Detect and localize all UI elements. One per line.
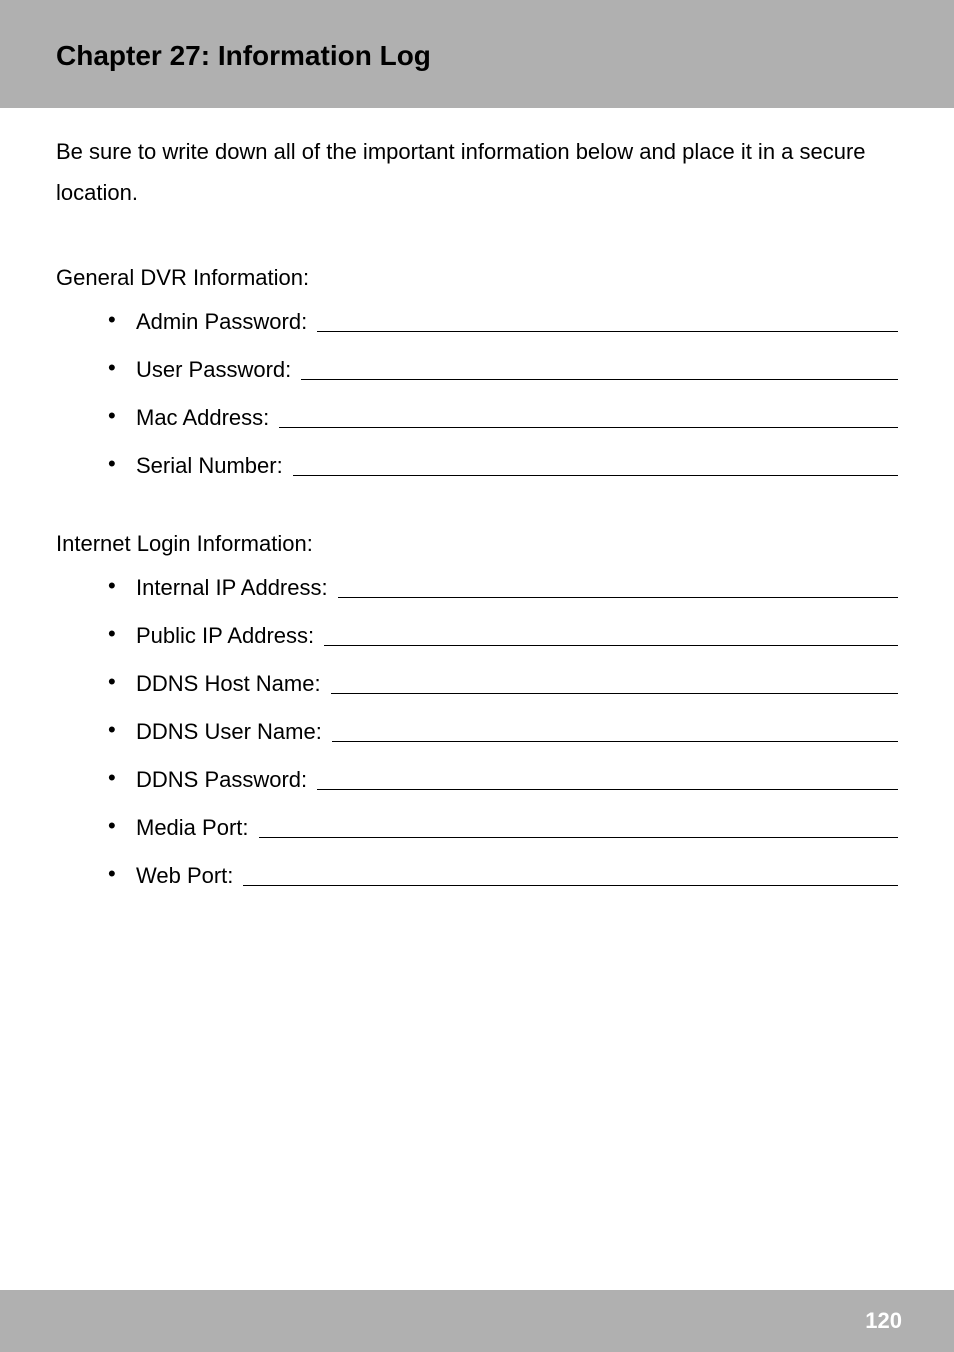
blank-line bbox=[332, 741, 898, 742]
list-item: • DDNS User Name: bbox=[108, 719, 898, 745]
field-label: Serial Number: bbox=[136, 453, 293, 479]
field-label: Media Port: bbox=[136, 815, 259, 841]
blank-line bbox=[259, 837, 899, 838]
bullet-icon: • bbox=[108, 623, 136, 645]
bullet-icon: • bbox=[108, 405, 136, 427]
bullet-icon: • bbox=[108, 815, 136, 837]
bullet-icon: • bbox=[108, 357, 136, 379]
field-list-internet: • Internal IP Address: • Public IP Addre… bbox=[108, 575, 898, 889]
bullet-icon: • bbox=[108, 309, 136, 331]
page-number: 120 bbox=[865, 1308, 902, 1334]
footer-band: 120 bbox=[0, 1290, 954, 1352]
list-item: • DDNS Password: bbox=[108, 767, 898, 793]
blank-line bbox=[279, 427, 898, 428]
field-list-general: • Admin Password: • User Password: • Mac… bbox=[108, 309, 898, 479]
blank-line bbox=[324, 645, 898, 646]
blank-line bbox=[317, 789, 898, 790]
bullet-icon: • bbox=[108, 453, 136, 475]
field-label: Internal IP Address: bbox=[136, 575, 338, 601]
field-label: Web Port: bbox=[136, 863, 243, 889]
bullet-icon: • bbox=[108, 671, 136, 693]
header-band: Chapter 27: Information Log bbox=[0, 0, 954, 108]
bullet-icon: • bbox=[108, 767, 136, 789]
list-item: • User Password: bbox=[108, 357, 898, 383]
list-item: • Public IP Address: bbox=[108, 623, 898, 649]
list-item: • Mac Address: bbox=[108, 405, 898, 431]
page-container: Chapter 27: Information Log Be sure to w… bbox=[0, 0, 954, 1352]
field-label: Mac Address: bbox=[136, 405, 279, 431]
blank-line bbox=[243, 885, 898, 886]
intro-text: Be sure to write down all of the importa… bbox=[56, 132, 898, 213]
section-general: General DVR Information: • Admin Passwor… bbox=[56, 265, 898, 479]
list-item: • DDNS Host Name: bbox=[108, 671, 898, 697]
chapter-title: Chapter 27: Information Log bbox=[56, 40, 898, 72]
field-label: Public IP Address: bbox=[136, 623, 324, 649]
list-item: • Admin Password: bbox=[108, 309, 898, 335]
section-heading: Internet Login Information: bbox=[56, 531, 898, 557]
field-label: User Password: bbox=[136, 357, 301, 383]
section-heading: General DVR Information: bbox=[56, 265, 898, 291]
bullet-icon: • bbox=[108, 575, 136, 597]
blank-line bbox=[293, 475, 898, 476]
blank-line bbox=[317, 331, 898, 332]
field-label: DDNS Host Name: bbox=[136, 671, 331, 697]
section-internet: Internet Login Information: • Internal I… bbox=[56, 531, 898, 889]
list-item: • Web Port: bbox=[108, 863, 898, 889]
blank-line bbox=[301, 379, 898, 380]
blank-line bbox=[331, 693, 898, 694]
bullet-icon: • bbox=[108, 863, 136, 885]
list-item: • Media Port: bbox=[108, 815, 898, 841]
blank-line bbox=[338, 597, 898, 598]
field-label: DDNS Password: bbox=[136, 767, 317, 793]
bullet-icon: • bbox=[108, 719, 136, 741]
content-area: Be sure to write down all of the importa… bbox=[0, 108, 954, 889]
list-item: • Serial Number: bbox=[108, 453, 898, 479]
list-item: • Internal IP Address: bbox=[108, 575, 898, 601]
field-label: DDNS User Name: bbox=[136, 719, 332, 745]
field-label: Admin Password: bbox=[136, 309, 317, 335]
